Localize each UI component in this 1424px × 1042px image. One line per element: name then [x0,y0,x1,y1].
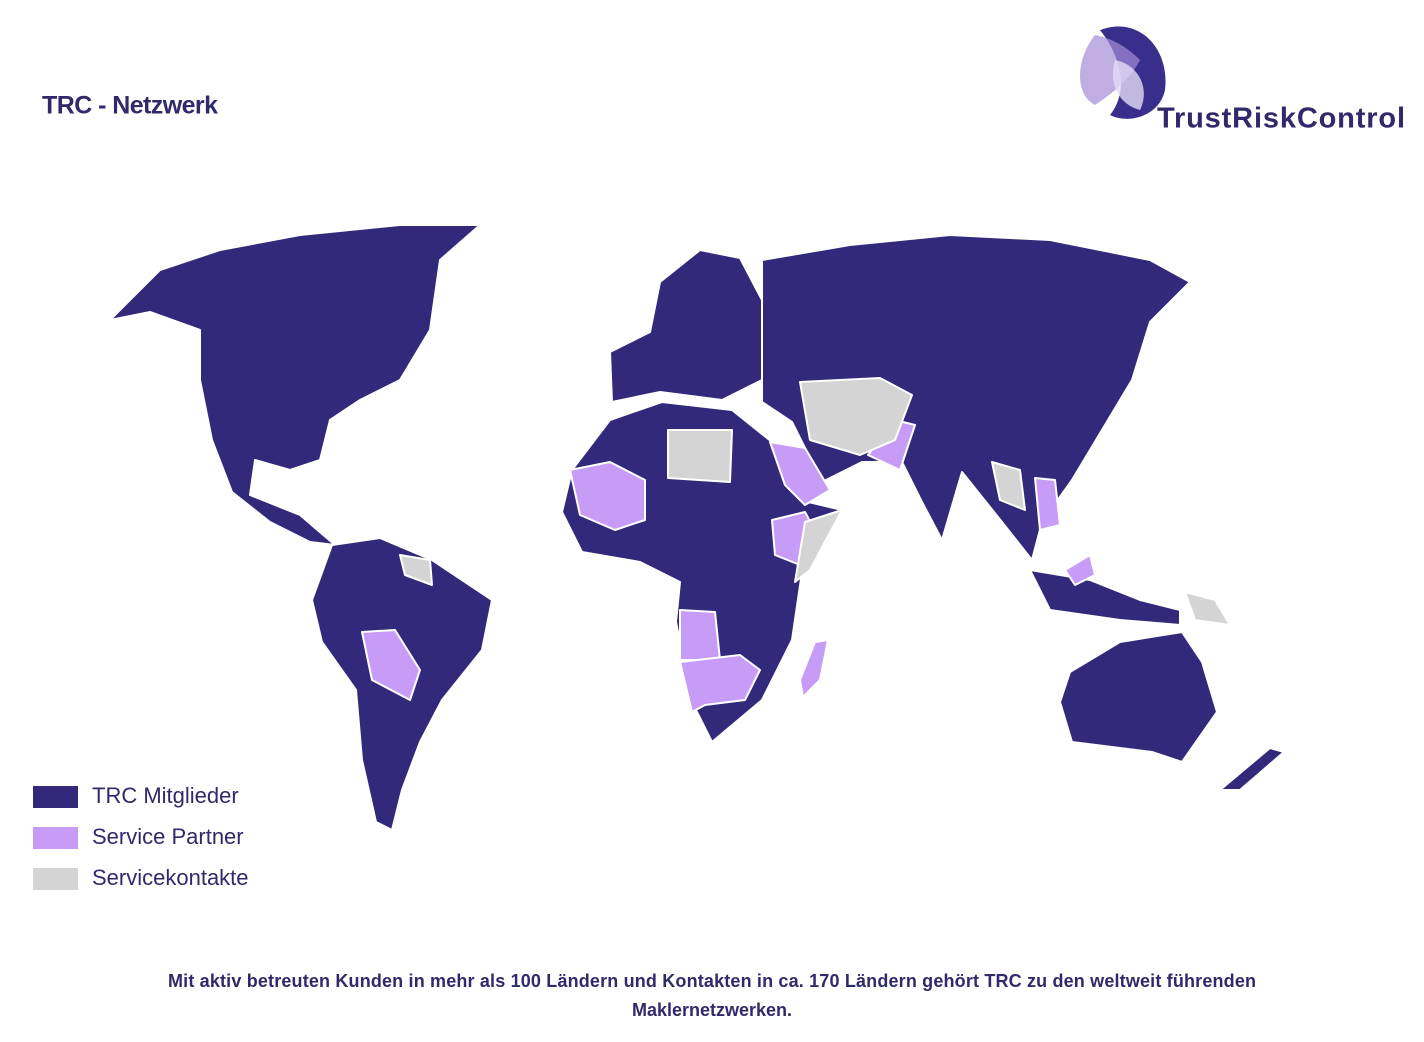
papua-contact [1184,591,1231,626]
guyana-contact [399,554,433,586]
legend-swatch [33,868,78,890]
somalia-contact [794,509,843,583]
legend-label: TRC Mitglieder [92,783,239,808]
borneo-partner [1064,554,1096,586]
madagascar-partner [799,639,829,698]
indonesia [1029,569,1181,626]
new-zealand [1219,747,1285,791]
asia [761,234,1191,561]
west-africa-partner [569,461,646,531]
legend: TRC Mitglieder Service Partner Servicekont… [33,783,249,890]
footer-line: Maklernetzwerken. [632,1000,792,1020]
southern-africa-partner [679,654,761,713]
australia [1059,631,1218,763]
legend-label: Service Partner [92,824,244,849]
world-map [109,224,1285,831]
angola-partner [679,609,721,661]
logo-swoosh [1112,60,1144,110]
myanmar-contact [991,461,1026,511]
legend-swatch [33,827,78,849]
logo: TrustRiskControl [1080,26,1405,135]
central-asia-contact [799,377,913,456]
logo-swoosh [1080,35,1140,105]
north-america [109,224,481,546]
north-africa-contact [667,429,733,483]
se-asia-partner [1034,477,1061,531]
arabia-partner [769,441,831,506]
legend-swatch [33,786,78,808]
page-title: TRC - Netzwerk [42,92,218,120]
logo-text: TrustRiskControl [1157,103,1405,135]
legend-label: Servicekontakte [92,865,249,890]
europe [609,249,763,403]
footer-line: Mit aktiv betreuten Kunden in mehr als 1… [168,971,1256,991]
bolivia-partner [361,629,421,701]
